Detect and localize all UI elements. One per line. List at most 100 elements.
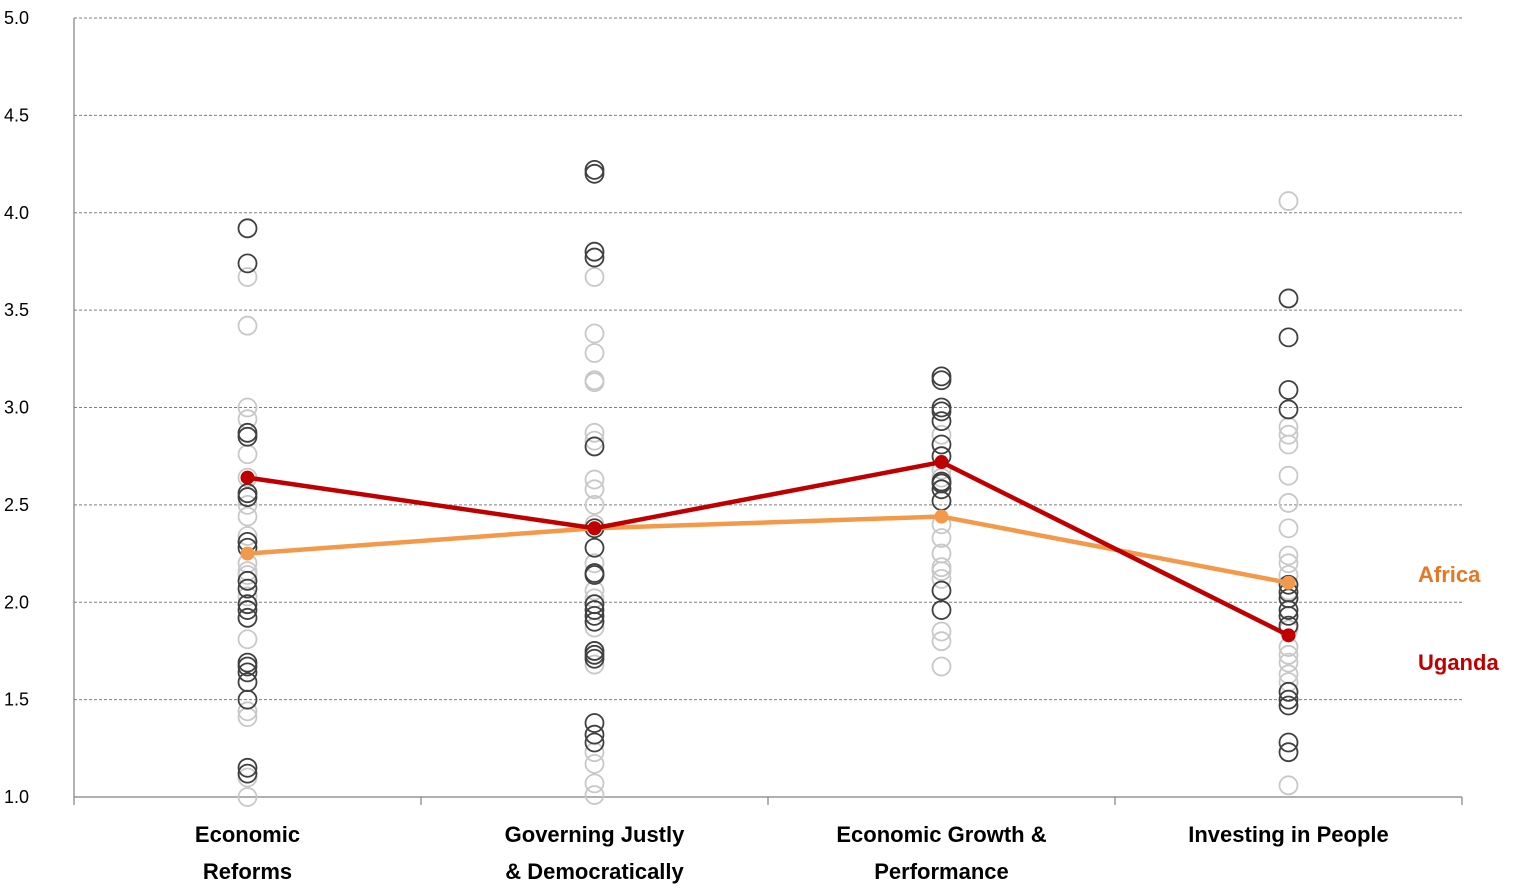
country-point-light: [931, 528, 952, 548]
series-point-uganda: [1281, 628, 1296, 643]
country-point-dark: [1278, 380, 1299, 400]
y-tick-label: 1.0: [4, 787, 29, 807]
country-point-dark: [237, 656, 258, 677]
country-point-dark: [584, 641, 605, 661]
country-point-light: [584, 469, 605, 490]
country-point-dark: [584, 163, 605, 184]
x-axis-label: Performance: [874, 859, 1009, 884]
axes: [73, 18, 1463, 805]
country-point-light: [931, 656, 952, 677]
country-point-dark: [931, 580, 952, 601]
series-lines: [240, 455, 1296, 643]
series-point-africa: [240, 546, 255, 561]
country-points: [237, 160, 1299, 807]
country-point-dark: [931, 491, 952, 511]
country-point-light: [1278, 644, 1299, 665]
country-point-light: [1278, 518, 1299, 539]
country-point-dark: [237, 607, 258, 628]
country-point-dark: [931, 370, 952, 391]
country-point-dark: [584, 565, 605, 585]
country-point-light: [584, 323, 605, 344]
country-point-light: [584, 430, 605, 451]
y-tick-label: 5.0: [4, 8, 29, 28]
country-point-dark: [1278, 399, 1299, 420]
country-point-dark: [237, 487, 258, 507]
country-point-dark: [584, 436, 605, 457]
country-point-dark: [931, 366, 952, 387]
x-axis-label: Economic Growth &: [836, 822, 1046, 847]
country-point-light: [237, 397, 258, 418]
country-point-light: [237, 444, 258, 465]
country-point-light: [237, 506, 258, 527]
country-point-dark: [584, 611, 605, 632]
country-point-dark: [1278, 689, 1299, 710]
country-point-dark: [237, 426, 258, 447]
country-point-light: [1278, 493, 1299, 513]
country-point-dark: [584, 724, 605, 745]
country-point-light: [931, 424, 952, 445]
country-point-dark: [931, 600, 952, 620]
country-point-light: [237, 586, 258, 607]
series-label-africa: Africa: [1418, 562, 1481, 587]
y-tick-label: 4.5: [4, 105, 29, 125]
country-point-dark: [237, 594, 258, 615]
series-label-uganda: Uganda: [1418, 650, 1499, 675]
country-point-dark: [1278, 327, 1299, 348]
country-point-dark: [1278, 732, 1299, 753]
y-tick-label: 3.0: [4, 398, 29, 418]
country-point-light: [584, 422, 605, 443]
country-point-light: [1278, 465, 1299, 486]
country-point-light: [237, 787, 258, 807]
country-point-dark: [237, 757, 258, 778]
country-point-dark: [237, 763, 258, 784]
country-point-light: [584, 343, 605, 363]
y-tick-label: 3.5: [4, 300, 29, 320]
series-point-uganda: [587, 521, 602, 536]
country-point-light: [237, 494, 258, 515]
country-point-light: [1278, 434, 1299, 455]
country-point-dark: [584, 713, 605, 733]
country-point-light: [237, 315, 258, 336]
country-point-dark: [237, 422, 258, 443]
x-axis-label: & Democratically: [505, 859, 684, 884]
country-point-dark: [237, 689, 258, 710]
country-point-light: [931, 561, 952, 581]
country-point-light: [584, 785, 605, 805]
country-point-dark: [1278, 574, 1299, 595]
country-point-dark: [584, 600, 605, 620]
country-point-dark: [237, 578, 258, 599]
country-point-dark: [1278, 695, 1299, 716]
country-point-dark: [584, 247, 605, 268]
country-point-light: [931, 568, 952, 589]
country-point-dark: [1278, 600, 1299, 620]
x-axis-label: Governing Justly: [505, 822, 685, 847]
country-point-light: [1278, 424, 1299, 445]
country-point-light: [931, 631, 952, 652]
country-point-light: [584, 654, 605, 675]
country-point-light: [237, 701, 258, 722]
country-point-light: [1278, 553, 1299, 574]
country-point-dark: [931, 479, 952, 500]
country-point-dark: [584, 732, 605, 753]
country-point-light: [584, 494, 605, 515]
y-tick-label: 2.5: [4, 495, 29, 515]
country-point-light: [1278, 664, 1299, 685]
country-point-dark: [584, 537, 605, 558]
country-point-dark: [931, 411, 952, 432]
series-point-uganda: [240, 470, 255, 485]
country-point-dark: [237, 600, 258, 620]
x-axis-labels: Economic Reforms Governing Justly & Democra…: [195, 822, 1389, 884]
country-point-dark: [584, 648, 605, 669]
country-point-dark: [237, 253, 258, 274]
country-point-dark: [237, 218, 258, 239]
x-axis-label: Reforms: [203, 859, 292, 884]
series-point-africa: [934, 509, 949, 524]
country-point-light: [237, 565, 258, 585]
y-tick-label: 1.5: [4, 690, 29, 710]
y-axis-ticks: 1.0 1.5 2.0 2.5 3.0 3.5 4.0 4.5 5.0: [4, 8, 29, 807]
series-point-africa: [1281, 575, 1296, 590]
country-point-light: [1278, 775, 1299, 796]
country-point-light: [237, 526, 258, 546]
country-point-light: [1278, 545, 1299, 566]
